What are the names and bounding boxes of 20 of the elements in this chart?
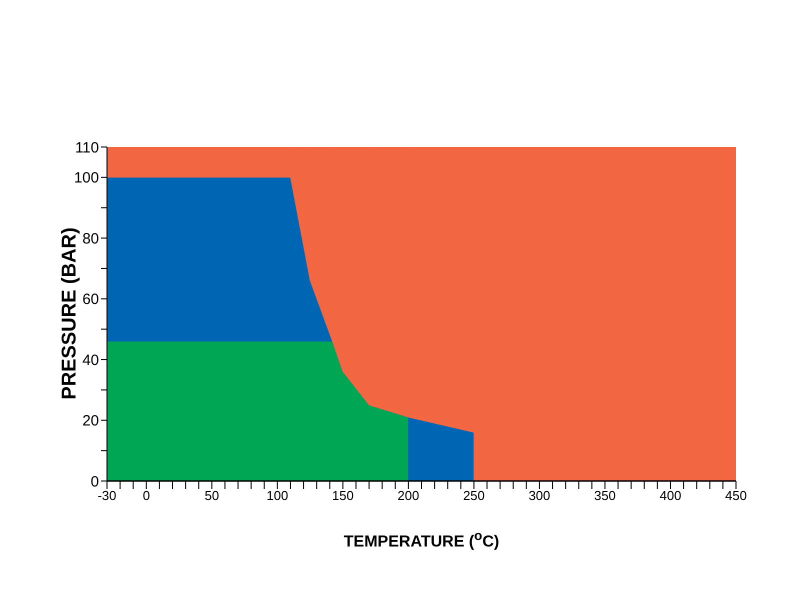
x-tick-label: 200 [398, 488, 420, 504]
x-tick-label: 300 [528, 488, 550, 504]
x-tick-label: 400 [660, 488, 682, 504]
x-tick-label: 450 [725, 488, 747, 504]
x-tick-label: -30 [98, 488, 116, 504]
y-tick-label: 20 [82, 412, 99, 430]
y-tick-label: 0 [90, 473, 99, 490]
x-tick-label: 50 [204, 488, 220, 504]
x-axis-title: TEMPERATURE ($^{o}$C) [342, 528, 500, 552]
x-tick-label: 250 [463, 488, 485, 504]
y-axis-title: PRESSURE (BAR) [58, 227, 80, 400]
y-tick-label: 40 [82, 352, 99, 369]
x-tick-label: 150 [332, 488, 354, 504]
y-tick-label: 80 [82, 230, 99, 248]
y-tick-label: 60 [82, 291, 99, 308]
y-tick-label: 100 [74, 170, 99, 187]
y-tick-label: 110 [75, 139, 99, 156]
x-tick-label: 100 [266, 488, 288, 504]
x-tick-label: 350 [594, 488, 616, 504]
x-tick-label: 0 [142, 488, 150, 504]
